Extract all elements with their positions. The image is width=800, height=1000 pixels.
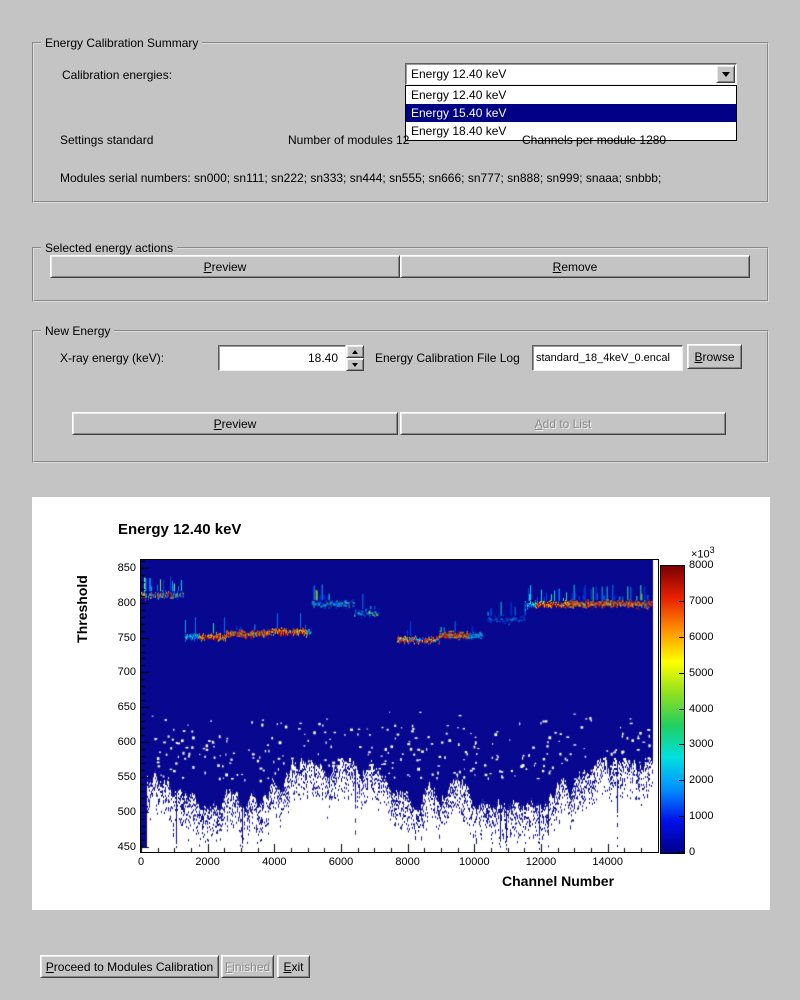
x-tick-label: 0 [137, 856, 145, 868]
y-tick-label: 850 [117, 561, 136, 574]
colorbar-tick-mark [679, 780, 684, 782]
colorbar-tick-mark [679, 636, 684, 638]
new-energy-group: New Energy [32, 324, 769, 463]
xray-energy-label: X-ray energy (keV): [60, 351, 165, 365]
colorbar-tick-label: 1000 [689, 810, 714, 823]
colorbar-tick-mark [679, 565, 684, 566]
colorbar-tick-label: 7000 [689, 594, 714, 607]
colorbar-scale-label: ×103 [691, 545, 715, 561]
x-tick-label: 2000 [195, 856, 220, 868]
colorbar-tick-label: 6000 [689, 630, 714, 643]
colorbar-tick-mark [679, 708, 684, 710]
new-energy-title: New Energy [41, 324, 115, 338]
colorbar-tick-label: 4000 [689, 702, 714, 715]
combobox-arrow-button[interactable] [716, 65, 735, 83]
file-log-input[interactable] [532, 345, 683, 371]
spin-up-button[interactable] [346, 345, 364, 358]
y-tick-label: 600 [117, 736, 136, 749]
x-tick-label: 8000 [395, 856, 420, 868]
plot-frame [140, 559, 659, 853]
energy-calibration-summary-title: Energy Calibration Summary [41, 36, 203, 50]
y-tick-label: 500 [117, 806, 136, 819]
x-tick-label: 4000 [262, 856, 287, 868]
dropdown-option[interactable]: Energy 12.40 keV [406, 86, 736, 104]
y-axis-title: Threshold [74, 575, 90, 643]
combobox-dropdown: Energy 12.40 keV Energy 15.40 keV Energy 1… [405, 85, 737, 141]
colorbar-tick-label: 5000 [689, 666, 714, 679]
selected-energy-actions-group: Selected energy actions [32, 241, 769, 302]
serial-numbers-text: Modules serial numbers: sn000; sn111; sn… [60, 171, 662, 185]
xray-energy-input[interactable] [218, 345, 346, 371]
heatmap-canvas [141, 560, 658, 852]
colorbar [660, 565, 685, 854]
colorbar-gradient [661, 566, 684, 853]
colorbar-tick-mark [679, 852, 684, 853]
colorbar-tick-mark [679, 600, 684, 602]
chart-title: Energy 12.40 keV [118, 521, 242, 538]
dropdown-option[interactable]: Energy 18.40 keV [406, 122, 736, 140]
colorbar-tick-mark [679, 816, 684, 818]
colorbar-scale-base: ×10 [691, 548, 710, 561]
settings-standard-label: Settings standard [60, 133, 154, 147]
x-tick-label: 10000 [459, 856, 490, 868]
x-axis-title: Channel Number [502, 873, 615, 889]
y-tick-label: 700 [117, 666, 136, 679]
calibration-energies-label: Calibration energies: [62, 68, 173, 82]
colorbar-tick-mark [679, 744, 684, 746]
chart-panel: Energy 12.40 keV Threshold ×103 Channel … [32, 497, 770, 910]
colorbar-scale-exponent: 3 [709, 545, 715, 555]
colorbar-tick-label: 2000 [689, 774, 714, 787]
combobox-value: Energy 12.40 keV [411, 67, 507, 81]
colorbar-tick-mark [679, 672, 684, 674]
y-tick-label: 550 [117, 771, 136, 784]
file-log-label: Energy Calibration File Log [375, 351, 520, 365]
calibration-energies-combobox[interactable]: Energy 12.40 keV [405, 63, 737, 85]
y-tick-label: 450 [117, 841, 136, 854]
selected-energy-actions-title: Selected energy actions [41, 241, 178, 255]
y-tick-label: 800 [117, 596, 136, 609]
number-of-modules-label: Number of modules 12 [288, 133, 410, 147]
spin-down-icon [352, 362, 358, 367]
x-tick-label: 6000 [328, 856, 354, 868]
x-tick-label: 14000 [592, 856, 623, 868]
y-tick-label: 750 [117, 631, 136, 644]
dropdown-option[interactable]: Energy 15.40 keV [406, 104, 736, 122]
y-tick-label: 650 [117, 701, 136, 714]
colorbar-tick-label: 0 [689, 846, 696, 858]
spin-up-icon [352, 349, 358, 354]
colorbar-tick-label: 8000 [689, 559, 714, 571]
energy-calibration-summary-group: Energy Calibration Summary [32, 36, 769, 203]
colorbar-tick-label: 3000 [689, 738, 714, 751]
spin-down-button[interactable] [346, 358, 364, 371]
channels-per-module-label: Channels per module 1280 [522, 133, 667, 147]
chevron-down-icon [721, 71, 730, 77]
x-tick-label: 12000 [525, 856, 557, 868]
